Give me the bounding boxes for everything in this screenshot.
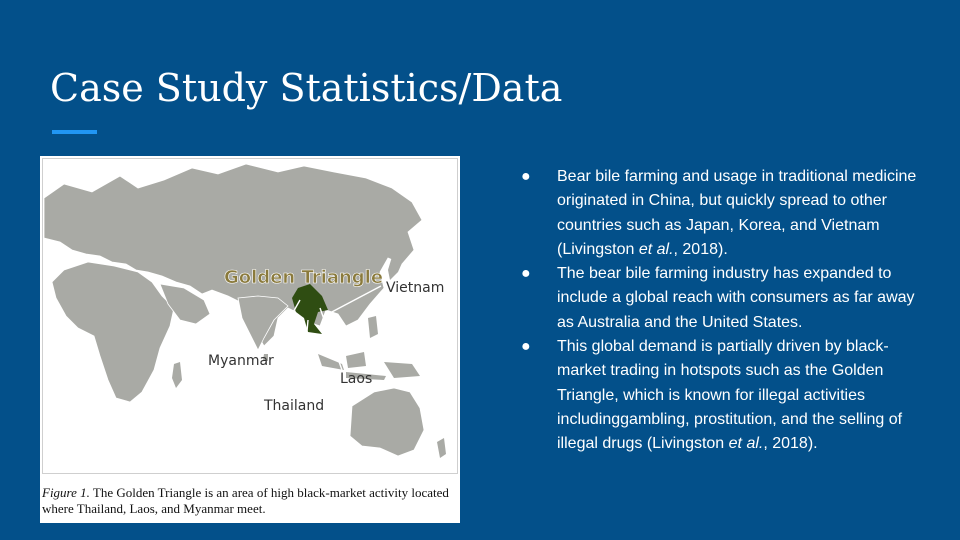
- bullet-text: This global demand is partially driven b…: [557, 338, 902, 452]
- bullet-text-italic: et al.: [728, 435, 764, 453]
- bullet-list: ● Bear bile farming and usage in traditi…: [520, 165, 920, 457]
- figure-caption-text: The Golden Triangle is an area of high b…: [42, 485, 449, 516]
- bullet-text-segment: , 2018).: [673, 240, 728, 258]
- title-accent-bar: [52, 130, 97, 134]
- bullet-text-segment: , 2018).: [763, 435, 818, 453]
- myanmar-label: Myanmar: [208, 353, 274, 369]
- golden-triangle-label: Golden Triangle: [224, 267, 383, 288]
- thailand-label: Thailand: [263, 398, 324, 414]
- figure-caption-label: Figure 1.: [42, 485, 90, 500]
- bullet-text-segment: Bear bile farming and usage in tradition…: [557, 168, 917, 258]
- bullet-text-italic: et al.: [638, 240, 674, 258]
- bullet-item: ● Bear bile farming and usage in traditi…: [520, 165, 920, 262]
- bullet-text: The bear bile farming industry has expan…: [557, 265, 915, 331]
- figure-panel: Golden Triangle Vietnam Myanmar Laos Tha…: [40, 156, 460, 523]
- bullet-text: Bear bile farming and usage in tradition…: [557, 168, 916, 258]
- world-map-graphic: Golden Triangle Vietnam Myanmar Laos Tha…: [42, 158, 458, 474]
- laos-label: Laos: [340, 371, 372, 387]
- bullet-marker: ●: [521, 168, 531, 185]
- bullet-item: ● This global demand is partially driven…: [520, 335, 920, 456]
- slide-title: Case Study Statistics/Data: [50, 66, 563, 110]
- bullet-marker: ●: [521, 265, 531, 283]
- figure-caption: Figure 1. The Golden Triangle is an area…: [42, 485, 456, 517]
- bullet-marker: ●: [521, 338, 531, 356]
- vietnam-label: Vietnam: [386, 280, 444, 296]
- world-map: Golden Triangle Vietnam Myanmar Laos Tha…: [42, 158, 458, 474]
- bullet-item: ● The bear bile farming industry has exp…: [520, 262, 920, 335]
- bullet-text-segment: This global demand is partially driven b…: [557, 338, 903, 453]
